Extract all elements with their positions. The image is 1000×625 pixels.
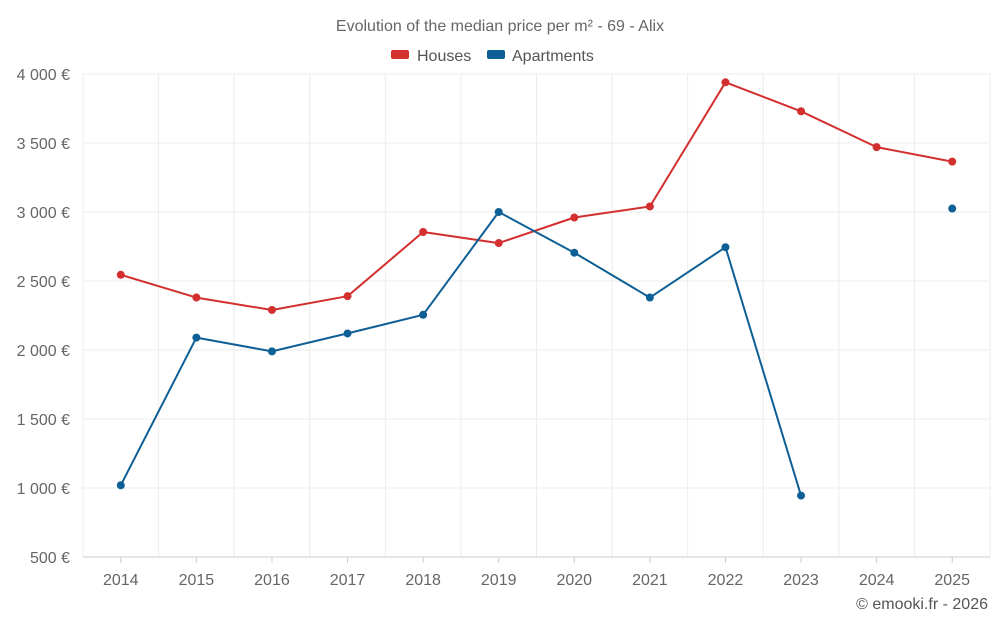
data-point-apartments[interactable] xyxy=(192,333,201,342)
y-tick-label: 3 000 € xyxy=(17,205,70,222)
y-tick-label: 2 000 € xyxy=(17,343,70,360)
chart-title: Evolution of the median price per m² - 6… xyxy=(336,18,664,35)
data-point-apartments[interactable] xyxy=(645,293,654,302)
legend-swatch-apartments xyxy=(487,50,505,59)
data-point-apartments[interactable] xyxy=(116,481,125,490)
legend-item-apartments[interactable]: Apartments xyxy=(487,48,594,65)
y-tick-label: 500 € xyxy=(30,550,70,567)
grid xyxy=(82,73,991,557)
legend: Houses Apartments xyxy=(391,48,594,65)
x-tick-label: 2020 xyxy=(556,572,592,589)
data-point-houses[interactable] xyxy=(645,202,654,211)
y-tick-label: 4 000 € xyxy=(17,67,70,84)
data-point-apartments[interactable] xyxy=(948,204,957,213)
x-tick-label: 2018 xyxy=(405,572,441,589)
data-point-apartments[interactable] xyxy=(494,208,503,216)
data-point-houses[interactable] xyxy=(419,228,428,237)
legend-swatch-houses xyxy=(391,50,409,59)
data-point-houses[interactable] xyxy=(116,270,125,279)
data-point-apartments[interactable] xyxy=(343,329,352,338)
data-point-houses[interactable] xyxy=(192,293,201,302)
data-point-houses[interactable] xyxy=(343,292,352,301)
x-tick-label: 2022 xyxy=(708,572,744,589)
x-axis: 2014 2015 2016 2017 2018 2019 2020 2021 2022 2023… xyxy=(83,556,990,589)
x-tick-label: 2016 xyxy=(254,572,290,589)
x-tick-label: 2019 xyxy=(481,572,517,589)
y-tick-label: 2 500 € xyxy=(17,274,70,291)
credit-text: © emooki.fr - 2026 xyxy=(856,596,988,613)
y-tick-label: 1 500 € xyxy=(17,412,70,429)
x-tick-label: 2021 xyxy=(632,572,668,589)
data-point-apartments[interactable] xyxy=(267,347,276,356)
x-tick-label: 2025 xyxy=(934,572,970,589)
series-apartments xyxy=(116,204,957,500)
x-tick-label: 2024 xyxy=(859,572,895,589)
legend-item-houses[interactable]: Houses xyxy=(391,48,471,65)
series xyxy=(116,78,957,500)
data-point-apartments[interactable] xyxy=(721,243,730,252)
legend-label-houses: Houses xyxy=(417,48,471,65)
y-axis: 500 € 1 000 € 1 500 € 2 000 € 2 500 € 3 000 €… xyxy=(17,67,70,567)
x-tick-label: 2015 xyxy=(179,572,215,589)
x-tick-label: 2017 xyxy=(330,572,366,589)
data-point-houses[interactable] xyxy=(872,143,881,152)
legend-label-apartments: Apartments xyxy=(512,48,594,65)
series-line-apartments xyxy=(119,211,802,496)
x-tick-label: 2014 xyxy=(103,572,139,589)
data-point-houses[interactable] xyxy=(948,157,957,166)
data-point-apartments[interactable] xyxy=(419,310,428,319)
series-line-houses xyxy=(120,81,953,311)
x-tick-label: 2023 xyxy=(783,572,819,589)
data-point-apartments[interactable] xyxy=(797,491,806,500)
series-houses xyxy=(116,78,957,314)
data-point-houses[interactable] xyxy=(721,78,730,87)
y-tick-label: 3 500 € xyxy=(17,136,70,153)
y-tick-label: 1 000 € xyxy=(17,481,70,498)
data-point-houses[interactable] xyxy=(570,213,579,222)
data-point-houses[interactable] xyxy=(494,239,503,248)
data-point-houses[interactable] xyxy=(797,107,806,116)
data-point-apartments[interactable] xyxy=(570,248,579,257)
data-point-houses[interactable] xyxy=(267,305,276,314)
